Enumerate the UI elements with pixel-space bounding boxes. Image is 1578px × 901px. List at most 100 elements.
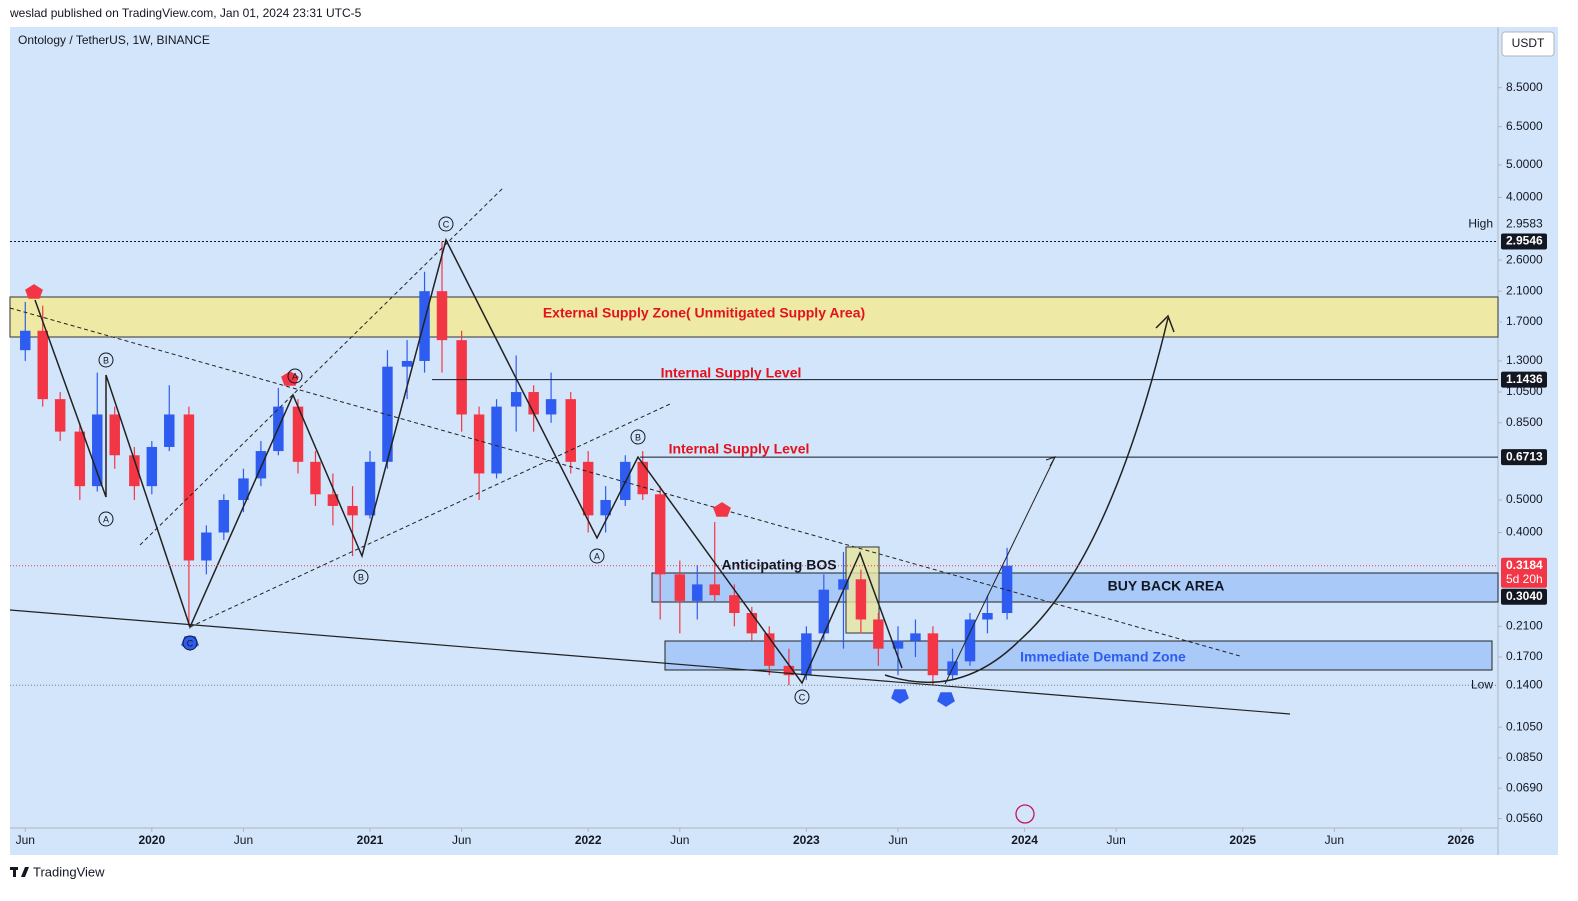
pin-icon	[891, 689, 909, 704]
candle-body	[600, 500, 611, 516]
annotation: Internal Supply Level	[669, 441, 810, 457]
currency-box	[1501, 31, 1555, 57]
wave-label: B	[635, 432, 641, 442]
projection-line	[944, 456, 1056, 685]
wave-label: A	[292, 371, 298, 381]
x-tick-label: 2025	[1229, 833, 1256, 847]
x-tick-label: Jun	[16, 833, 35, 847]
y-tick-label: 0.1050	[1506, 719, 1543, 733]
y-tick-label: 0.5000	[1506, 492, 1543, 506]
candle-body	[201, 532, 212, 561]
candle-body	[654, 494, 666, 575]
candle-body	[545, 399, 557, 415]
price-badge-label: 2.9546	[1506, 234, 1543, 248]
wave-label: C	[443, 219, 450, 229]
x-tick-label: 2020	[138, 833, 165, 847]
candle-body	[927, 633, 939, 676]
pin-icon	[713, 502, 731, 517]
trend-line	[189, 403, 671, 628]
x-tick-label: Jun	[888, 833, 907, 847]
candle-body	[582, 461, 594, 516]
buy-back-zone	[651, 572, 1499, 603]
candle-body	[838, 579, 849, 590]
wave-label: B	[358, 572, 364, 582]
x-tick-label: 2021	[357, 833, 384, 847]
plot-area	[10, 27, 1498, 828]
wave-circle	[182, 635, 198, 651]
wave-label: B	[103, 355, 109, 365]
x-tick-label: 2026	[1448, 833, 1475, 847]
publisher: weslad published on TradingView.com, Jan…	[9, 6, 362, 20]
candle-body	[873, 619, 884, 649]
x-tick-label: 2022	[575, 833, 602, 847]
pin-icon	[281, 371, 299, 386]
y-tick-label: 1.0500	[1506, 384, 1543, 398]
candle-body	[255, 451, 267, 479]
footer: TradingView	[33, 864, 105, 879]
annotation: Anticipating BOS	[721, 557, 836, 573]
price-badge	[1501, 371, 1547, 388]
y-tick-label: 4.0000	[1506, 190, 1543, 204]
time-axis	[10, 828, 1498, 855]
logo	[10, 867, 29, 877]
x-tick-label: 2023	[793, 833, 820, 847]
candle-body	[436, 291, 448, 341]
candle-body	[456, 340, 467, 415]
supply-zone	[9, 296, 1499, 338]
annotation: External Supply Zone( Unmitigated Supply…	[543, 305, 865, 321]
candle-body	[565, 399, 576, 462]
candle-body	[910, 633, 921, 641]
support-line	[9, 609, 1291, 715]
wave-label: C	[799, 692, 806, 702]
candle-body	[510, 392, 522, 407]
candle-body	[401, 360, 413, 367]
currency: USDT	[1512, 36, 1545, 50]
candle-body	[818, 589, 830, 634]
candle-body	[347, 505, 358, 516]
price-axis	[1498, 27, 1558, 855]
candle-body	[964, 619, 976, 662]
y-tick-label: 1.3000	[1506, 353, 1543, 367]
candle-body	[491, 406, 502, 474]
candle-body	[310, 461, 321, 495]
candle-body	[855, 579, 867, 620]
candle-body	[327, 494, 339, 506]
pin-icon	[25, 284, 43, 299]
candle-body	[37, 330, 48, 400]
price-level-name: High	[1468, 216, 1493, 230]
wave-label: A	[103, 514, 109, 524]
candle-body	[729, 595, 740, 614]
candle-body	[1001, 565, 1013, 614]
price-badge	[1501, 216, 1547, 233]
candle-body	[164, 414, 175, 447]
candle-body	[419, 291, 430, 361]
wave-circle	[589, 548, 605, 564]
wave-circle	[353, 569, 369, 585]
candle-body	[218, 500, 230, 533]
candle-body	[709, 584, 720, 596]
wave-circle	[438, 216, 454, 232]
countdown: 5d 20h	[1506, 572, 1543, 586]
y-tick-label: 0.0560	[1506, 811, 1543, 825]
wave-zigzag	[34, 237, 903, 685]
candle-body	[183, 414, 195, 561]
trend-line	[139, 187, 504, 546]
x-tick-label: Jun	[452, 833, 471, 847]
y-tick-label: 0.8500	[1506, 415, 1543, 429]
annotation: Immediate Demand Zone	[1020, 649, 1186, 665]
candle-body	[783, 665, 795, 676]
candle-body	[982, 613, 993, 620]
wave-label: A	[594, 551, 600, 561]
candle-body	[528, 392, 539, 415]
wave-circle	[98, 511, 114, 527]
price-badge	[1501, 588, 1547, 605]
candle-body	[674, 574, 686, 601]
annotation: BUY BACK AREA	[1108, 578, 1225, 594]
candle-body	[129, 455, 140, 487]
x-tick-label: Jun	[1325, 833, 1344, 847]
y-tick-label: 2.1000	[1506, 283, 1543, 297]
y-tick-label: 1.7000	[1506, 314, 1543, 328]
wave-circle	[98, 352, 114, 368]
